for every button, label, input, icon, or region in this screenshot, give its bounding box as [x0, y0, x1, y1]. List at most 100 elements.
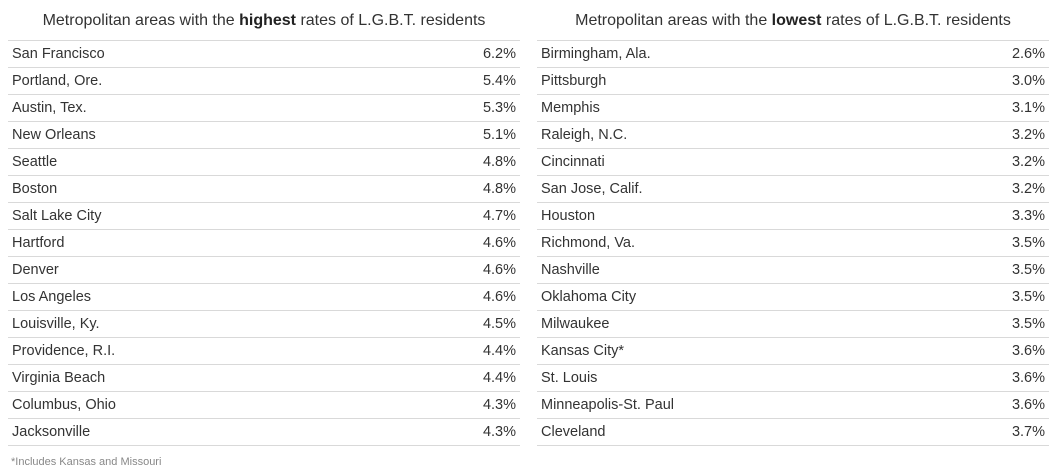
city-name: San Jose, Calif.	[541, 181, 643, 197]
table-row: Columbus, Ohio 4.3%	[8, 392, 520, 419]
table-row: Cleveland 3.7%	[537, 419, 1049, 446]
rate-value: 4.3%	[482, 397, 516, 413]
table-row: Portland, Ore. 5.4%	[8, 68, 520, 95]
rate-value: 4.4%	[482, 343, 516, 359]
lowest-title-suffix: rates of L.G.B.T. residents	[821, 12, 1011, 29]
city-name: Pittsburgh	[541, 73, 607, 89]
city-name: Oklahoma City	[541, 289, 637, 305]
lowest-table-title: Metropolitan areas with the lowest rates…	[537, 10, 1049, 40]
highest-table-title: Metropolitan areas with the highest rate…	[8, 10, 520, 40]
lowest-title-bold: lowest	[771, 12, 822, 29]
city-name: Austin, Tex.	[12, 100, 87, 116]
table-row: New Orleans 5.1%	[8, 122, 520, 149]
rate-value: 4.6%	[482, 235, 516, 251]
city-name: Raleigh, N.C.	[541, 127, 628, 143]
city-name: St. Louis	[541, 370, 598, 386]
table-row: Louisville, Ky. 4.5%	[8, 311, 520, 338]
rate-value: 3.3%	[1011, 208, 1045, 224]
rate-value: 4.6%	[482, 262, 516, 278]
city-name: Houston	[541, 208, 596, 224]
city-name: Louisville, Ky.	[12, 316, 100, 332]
table-row: Oklahoma City 3.5%	[537, 284, 1049, 311]
highest-title-prefix: Metropolitan areas with the	[42, 12, 240, 29]
city-name: Salt Lake City	[12, 208, 102, 224]
table-row: Austin, Tex. 5.3%	[8, 95, 520, 122]
rate-value: 3.5%	[1011, 316, 1045, 332]
highest-title-suffix: rates of L.G.B.T. residents	[296, 12, 486, 29]
city-name: Cincinnati	[541, 154, 605, 170]
rate-value: 3.7%	[1011, 424, 1045, 440]
highest-rows: San Francisco 6.2% Portland, Ore. 5.4% Austi…	[8, 40, 520, 446]
city-name: Milwaukee	[541, 316, 610, 332]
highest-title-bold: highest	[239, 12, 296, 29]
city-name: Memphis	[541, 100, 600, 116]
city-name: Nashville	[541, 262, 600, 278]
city-name: Portland, Ore.	[12, 73, 103, 89]
city-name: New Orleans	[12, 127, 96, 143]
rate-value: 4.4%	[482, 370, 516, 386]
table-row: Minneapolis-St. Paul 3.6%	[537, 392, 1049, 419]
rate-value: 4.8%	[482, 154, 516, 170]
rate-value: 3.6%	[1011, 397, 1045, 413]
table-row: Kansas City* 3.6%	[537, 338, 1049, 365]
table-row: Hartford 4.6%	[8, 230, 520, 257]
city-name: Providence, R.I.	[12, 343, 116, 359]
table-row: San Jose, Calif. 3.2%	[537, 176, 1049, 203]
table-row: Memphis 3.1%	[537, 95, 1049, 122]
city-name: Richmond, Va.	[541, 235, 636, 251]
rate-value: 6.2%	[482, 46, 516, 62]
city-name: Cleveland	[541, 424, 606, 440]
rate-value: 3.2%	[1011, 154, 1045, 170]
footnote: *Includes Kansas and Missouri	[11, 456, 162, 468]
table-row: Pittsburgh 3.0%	[537, 68, 1049, 95]
lowest-title-prefix: Metropolitan areas with the	[575, 12, 772, 29]
rate-value: 3.1%	[1011, 100, 1045, 116]
rate-value: 5.1%	[482, 127, 516, 143]
rate-value: 5.3%	[482, 100, 516, 116]
rate-value: 5.4%	[482, 73, 516, 89]
rate-value: 4.5%	[482, 316, 516, 332]
table-row: Los Angeles 4.6%	[8, 284, 520, 311]
rate-value: 4.6%	[482, 289, 516, 305]
rate-value: 3.2%	[1011, 181, 1045, 197]
table-row: Jacksonville 4.3%	[8, 419, 520, 446]
rate-value: 3.5%	[1011, 262, 1045, 278]
rate-value: 4.8%	[482, 181, 516, 197]
rate-value: 3.5%	[1011, 289, 1045, 305]
city-name: Minneapolis-St. Paul	[541, 397, 674, 413]
city-name: Hartford	[12, 235, 65, 251]
rate-value: 4.7%	[482, 208, 516, 224]
rate-value: 3.6%	[1011, 343, 1045, 359]
lowest-rows: Birmingham, Ala. 2.6% Pittsburgh 3.0% Memphi…	[537, 40, 1049, 446]
table-row: Seattle 4.8%	[8, 149, 520, 176]
city-name: Columbus, Ohio	[12, 397, 116, 413]
table-row: Milwaukee 3.5%	[537, 311, 1049, 338]
city-name: Jacksonville	[12, 424, 91, 440]
city-name: Los Angeles	[12, 289, 92, 305]
lowest-rates-table: Metropolitan areas with the lowest rates…	[537, 10, 1049, 446]
rate-value: 3.5%	[1011, 235, 1045, 251]
city-name: Denver	[12, 262, 59, 278]
table-row: Salt Lake City 4.7%	[8, 203, 520, 230]
city-name: San Francisco	[12, 46, 105, 62]
city-name: Boston	[12, 181, 58, 197]
rate-value: 3.0%	[1011, 73, 1045, 89]
table-row: Richmond, Va. 3.5%	[537, 230, 1049, 257]
city-name: Virginia Beach	[12, 370, 106, 386]
city-name: Seattle	[12, 154, 58, 170]
table-row: Boston 4.8%	[8, 176, 520, 203]
table-row: San Francisco 6.2%	[8, 41, 520, 68]
table-row: Nashville 3.5%	[537, 257, 1049, 284]
table-row: Raleigh, N.C. 3.2%	[537, 122, 1049, 149]
rate-value: 2.6%	[1011, 46, 1045, 62]
city-name: Birmingham, Ala.	[541, 46, 651, 62]
table-row: Cincinnati 3.2%	[537, 149, 1049, 176]
highest-rates-table: Metropolitan areas with the highest rate…	[8, 10, 520, 446]
rate-value: 3.2%	[1011, 127, 1045, 143]
table-row: Virginia Beach 4.4%	[8, 365, 520, 392]
table-row: St. Louis 3.6%	[537, 365, 1049, 392]
rate-value: 4.3%	[482, 424, 516, 440]
table-row: Birmingham, Ala. 2.6%	[537, 41, 1049, 68]
table-row: Denver 4.6%	[8, 257, 520, 284]
